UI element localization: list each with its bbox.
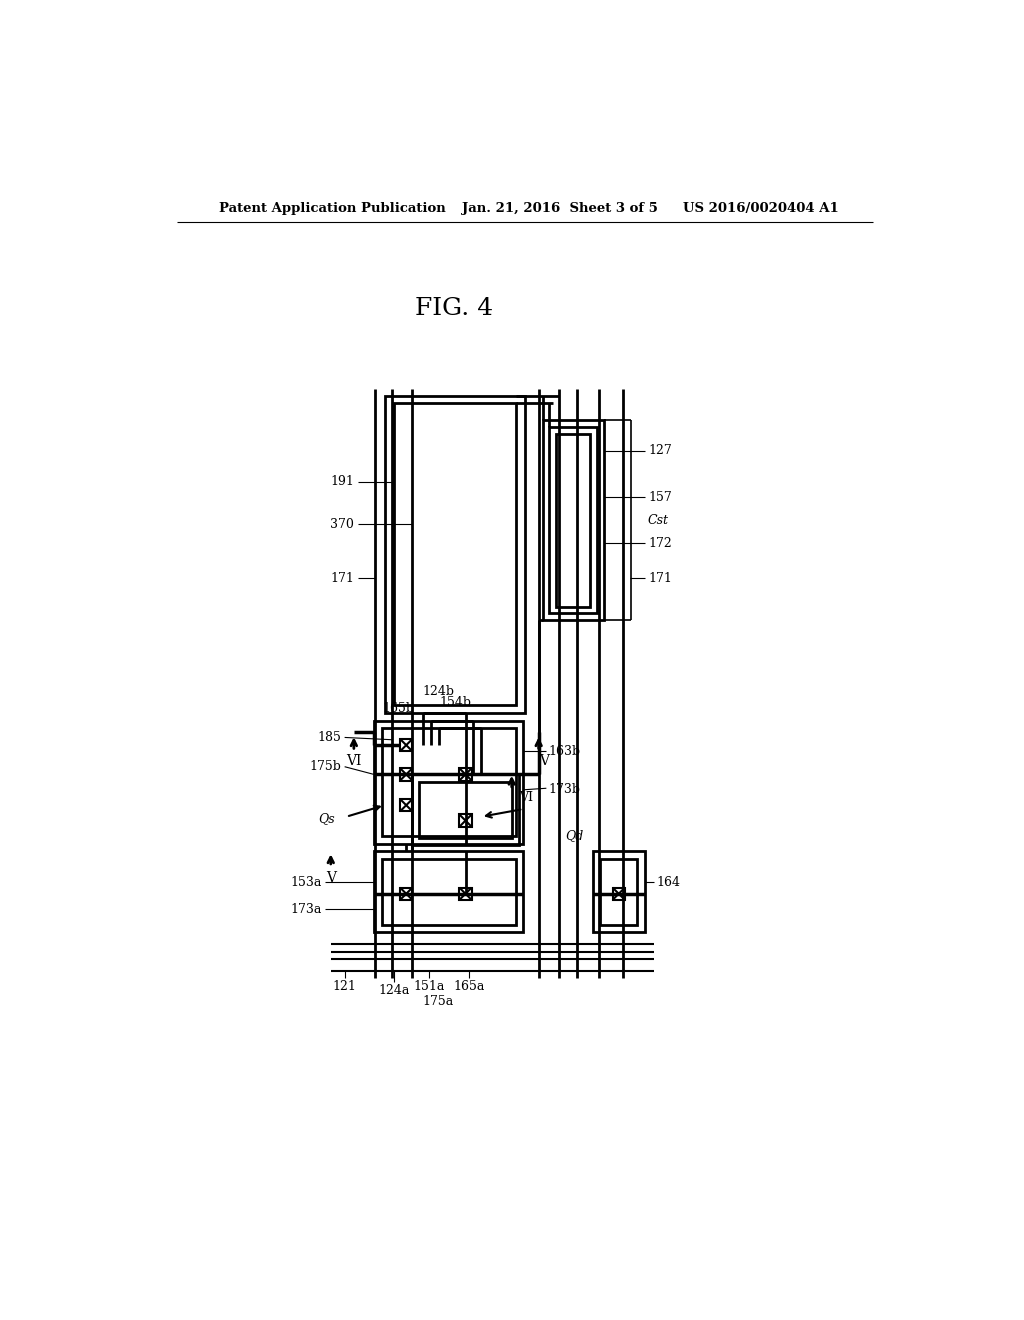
- Bar: [382, 859, 515, 924]
- Bar: [412, 775, 519, 845]
- Text: Jan. 21, 2016  Sheet 3 of 5: Jan. 21, 2016 Sheet 3 of 5: [462, 202, 657, 215]
- Bar: [382, 729, 515, 836]
- Text: 124b: 124b: [423, 685, 455, 698]
- Bar: [550, 428, 597, 614]
- Text: 173a: 173a: [290, 903, 322, 916]
- Text: FIG. 4: FIG. 4: [415, 297, 493, 319]
- Bar: [385, 396, 524, 713]
- Text: 173b: 173b: [549, 783, 581, 796]
- Text: 163b: 163b: [549, 744, 581, 758]
- Text: Qs: Qs: [318, 813, 335, 825]
- Text: 171: 171: [330, 572, 354, 585]
- Text: 175b: 175b: [309, 760, 342, 774]
- Text: 370: 370: [330, 517, 354, 531]
- Bar: [460, 887, 472, 900]
- Text: 185: 185: [317, 731, 342, 744]
- Text: VI: VI: [346, 754, 361, 768]
- Bar: [612, 887, 625, 900]
- Text: 175a: 175a: [423, 995, 455, 1008]
- Bar: [400, 739, 413, 751]
- Text: 151a: 151a: [414, 979, 445, 993]
- Text: VI: VI: [519, 791, 534, 804]
- Bar: [400, 768, 413, 780]
- Bar: [394, 404, 515, 705]
- Bar: [400, 799, 413, 812]
- Text: 165b: 165b: [383, 702, 415, 714]
- Text: 191: 191: [330, 475, 354, 488]
- Bar: [460, 768, 472, 780]
- Text: 171: 171: [648, 572, 672, 585]
- Bar: [543, 420, 604, 620]
- Text: 153a: 153a: [290, 875, 322, 888]
- Text: 165a: 165a: [454, 979, 485, 993]
- Text: 172: 172: [648, 537, 672, 550]
- Bar: [374, 721, 523, 843]
- Bar: [593, 851, 645, 932]
- Bar: [460, 814, 472, 826]
- Bar: [374, 851, 523, 932]
- Text: US 2016/0020404 A1: US 2016/0020404 A1: [683, 202, 839, 215]
- Text: 154b: 154b: [439, 696, 471, 709]
- Text: 121: 121: [333, 979, 356, 993]
- Text: 124a: 124a: [378, 983, 410, 997]
- Text: 164: 164: [656, 875, 681, 888]
- Text: Qd: Qd: [565, 829, 584, 842]
- Bar: [419, 781, 512, 838]
- Bar: [600, 859, 637, 924]
- Bar: [400, 887, 413, 900]
- Bar: [556, 434, 590, 607]
- Text: Cst: Cst: [648, 513, 669, 527]
- Text: V: V: [539, 754, 549, 768]
- Text: Patent Application Publication: Patent Application Publication: [219, 202, 445, 215]
- Text: 157: 157: [648, 491, 672, 504]
- Text: V: V: [326, 871, 336, 886]
- Text: 127: 127: [648, 445, 672, 458]
